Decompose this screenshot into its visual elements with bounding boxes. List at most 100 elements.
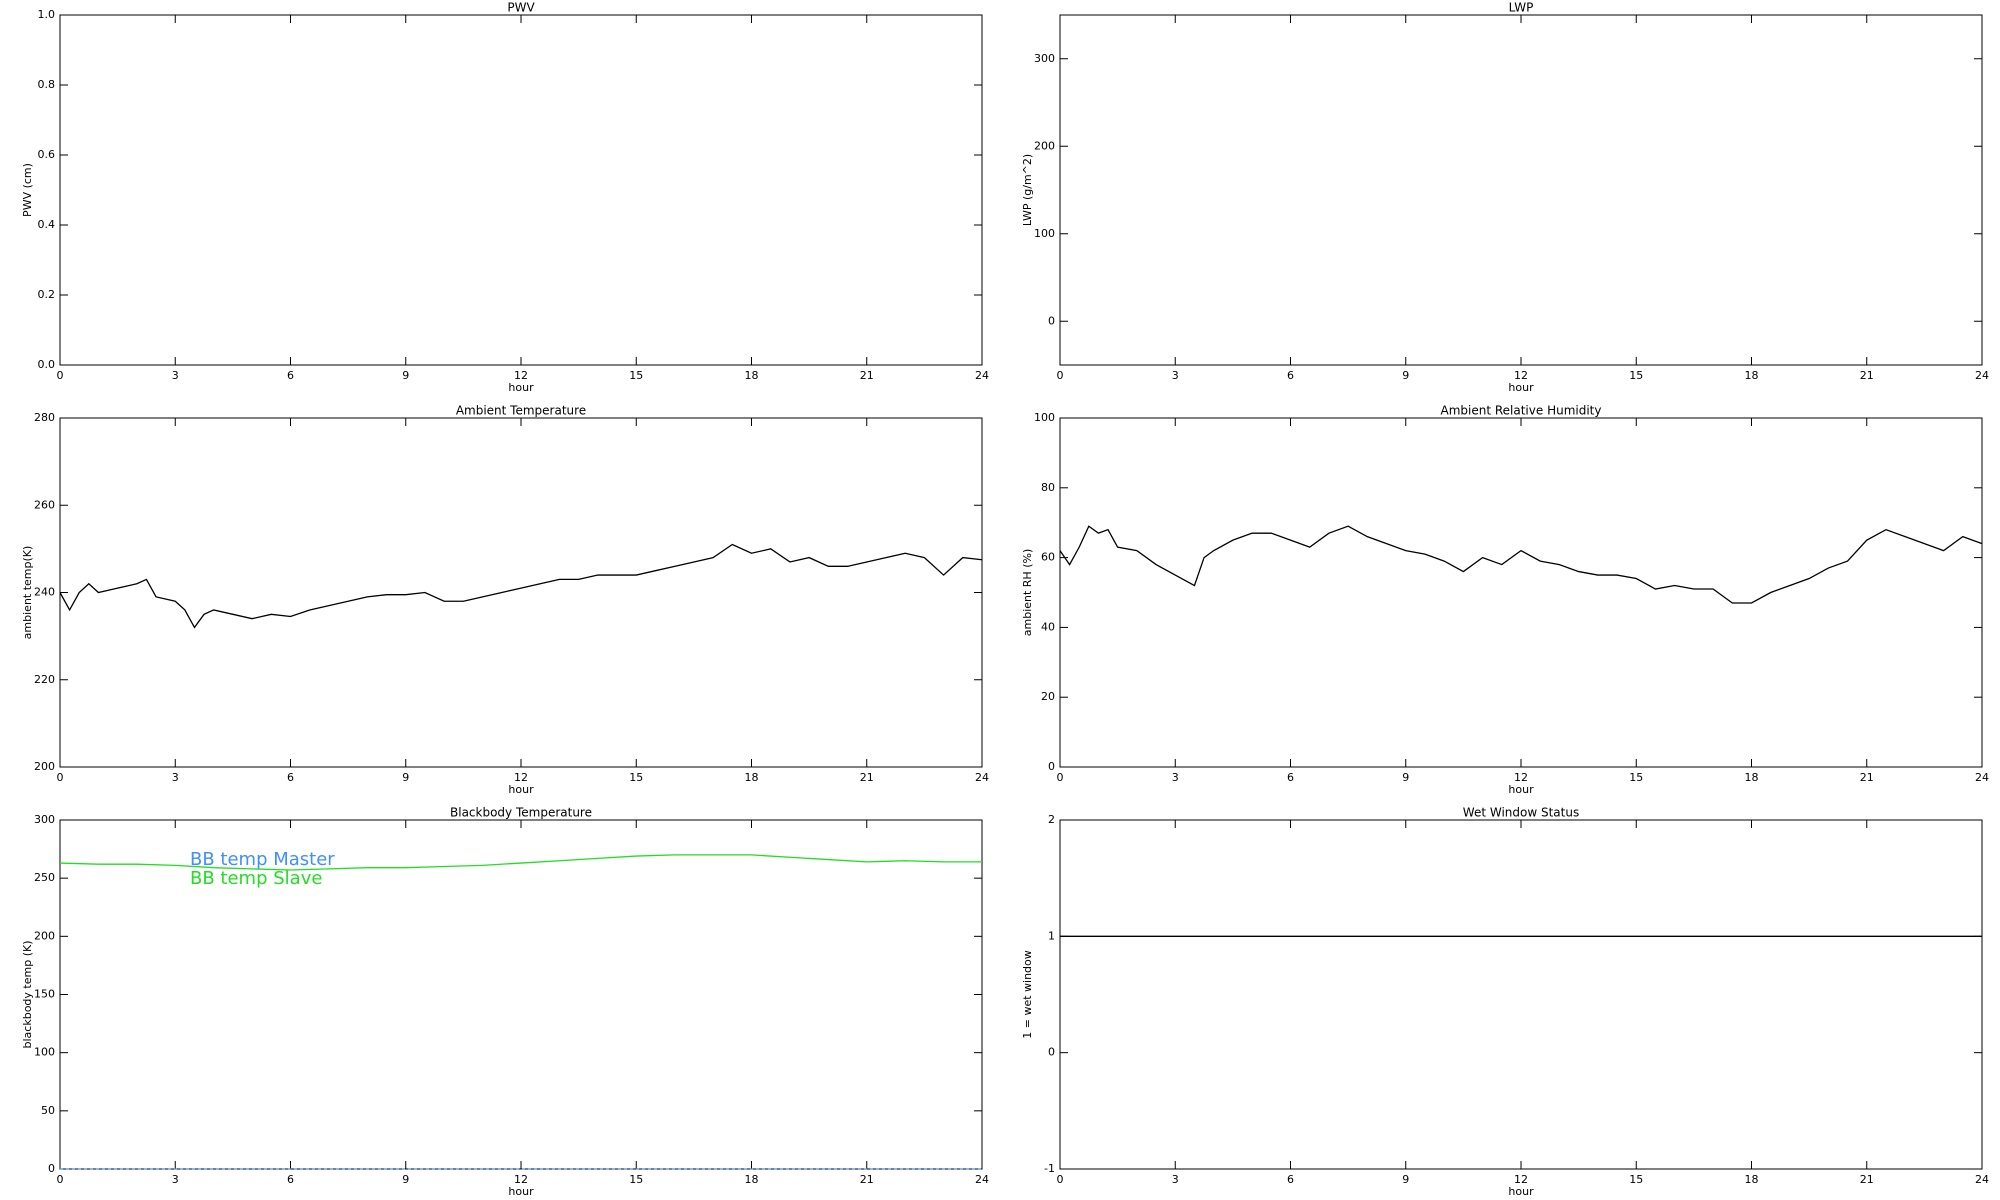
x-tick-label: 0 xyxy=(57,369,64,382)
x-tick-label: 15 xyxy=(629,1173,643,1186)
panel: Blackbody Temperature hour blackbody temp … xyxy=(21,806,989,1199)
y-tick-label: 1 xyxy=(1048,929,1055,942)
x-tick-label: 12 xyxy=(514,771,528,784)
x-tick-label: 9 xyxy=(402,369,409,382)
y-tick-label: 300 xyxy=(34,813,55,826)
x-tick-label: 12 xyxy=(514,1173,528,1186)
plot-frame xyxy=(59,14,983,366)
x-tick-label: 12 xyxy=(1514,1173,1528,1186)
x-tick-label: 21 xyxy=(860,369,874,382)
x-tick-label: 12 xyxy=(1514,771,1528,784)
y-tick-label: 40 xyxy=(1041,620,1055,633)
x-tick-label: 15 xyxy=(1629,1173,1643,1186)
y-tick-label: 0.2 xyxy=(38,288,56,301)
y-axis-label: 1 = wet window xyxy=(1021,950,1034,1039)
x-tick-label: 18 xyxy=(1745,1173,1759,1186)
x-tick-label: 3 xyxy=(172,1173,179,1186)
x-tick-label: 15 xyxy=(629,369,643,382)
x-tick-label: 9 xyxy=(1402,1173,1409,1186)
y-tick-label: 0 xyxy=(48,1162,55,1175)
x-tick-label: 24 xyxy=(975,1173,989,1186)
plot-frame xyxy=(1059,14,1983,366)
x-tick-label: 18 xyxy=(1745,771,1759,784)
y-tick-label: 200 xyxy=(34,929,55,942)
x-tick-label: 0 xyxy=(57,1173,64,1186)
y-tick-label: 0 xyxy=(1048,1046,1055,1059)
y-tick-label: 20 xyxy=(1041,690,1055,703)
data-line xyxy=(59,854,982,871)
x-tick-label: 6 xyxy=(1287,369,1294,382)
y-tick-label: 100 xyxy=(34,1046,55,1059)
x-axis-label: hour xyxy=(1508,783,1534,796)
x-tick-label: 3 xyxy=(172,771,179,784)
y-tick-label: 280 xyxy=(34,411,55,424)
x-axis-label: hour xyxy=(1508,1185,1534,1198)
x-tick-label: 15 xyxy=(629,771,643,784)
y-tick-label: 0.6 xyxy=(38,148,56,161)
chart-title: Wet Window Status xyxy=(1463,806,1579,820)
x-tick-label: 0 xyxy=(1057,369,1064,382)
y-tick-label: 0 xyxy=(1048,314,1055,327)
x-tick-label: 24 xyxy=(1975,369,1989,382)
x-tick-label: 0 xyxy=(57,771,64,784)
y-tick-label: 80 xyxy=(1041,481,1055,494)
y-axis-label: LWP (g/m^2) xyxy=(1021,154,1034,226)
x-tick-label: 6 xyxy=(1287,771,1294,784)
legend-entry: BB temp Slave xyxy=(190,868,322,889)
panel: LWP hour LWP (g/m^2) 0 3 6 9 12 15 18 21 24 0 100 200 3… xyxy=(1021,1,1989,395)
y-tick-label: 2 xyxy=(1048,813,1055,826)
x-axis-label: hour xyxy=(1508,381,1534,394)
x-tick-label: 6 xyxy=(287,1173,294,1186)
x-tick-label: 3 xyxy=(172,369,179,382)
chart-title: Ambient Relative Humidity xyxy=(1441,404,1602,418)
y-tick-label: 1.0 xyxy=(38,8,56,21)
x-tick-label: 9 xyxy=(1402,771,1409,784)
plot-frame xyxy=(1059,417,1983,768)
plot-frame xyxy=(59,417,983,768)
y-tick-label: 50 xyxy=(41,1104,55,1117)
y-tick-label: 300 xyxy=(1034,52,1055,65)
chart-title: PWV xyxy=(507,1,535,15)
x-tick-label: 6 xyxy=(287,771,294,784)
x-tick-label: 21 xyxy=(1860,1173,1874,1186)
x-axis-label: hour xyxy=(508,381,534,394)
y-tick-label: 0.0 xyxy=(38,358,56,371)
y-tick-label: 200 xyxy=(1034,139,1055,152)
x-tick-label: 15 xyxy=(1629,771,1643,784)
x-tick-label: 18 xyxy=(745,771,759,784)
y-axis-label: ambient temp(K) xyxy=(21,546,34,640)
y-tick-label: 100 xyxy=(1034,411,1055,424)
x-tick-label: 6 xyxy=(287,369,294,382)
x-tick-label: 3 xyxy=(1172,771,1179,784)
y-tick-label: 240 xyxy=(34,586,55,599)
y-axis-label: PWV (cm) xyxy=(21,163,34,217)
x-tick-label: 21 xyxy=(860,1173,874,1186)
x-tick-label: 3 xyxy=(1172,1173,1179,1186)
y-tick-label: 260 xyxy=(34,498,55,511)
x-tick-label: 12 xyxy=(1514,369,1528,382)
y-tick-label: 60 xyxy=(1041,551,1055,564)
data-line xyxy=(1059,525,1983,604)
y-tick-label: 100 xyxy=(1034,227,1055,240)
x-tick-label: 18 xyxy=(745,369,759,382)
y-tick-label: 250 xyxy=(34,871,55,884)
y-tick-label: -1 xyxy=(1044,1162,1055,1175)
x-tick-label: 9 xyxy=(1402,369,1409,382)
x-tick-label: 3 xyxy=(1172,369,1179,382)
chart-title: Ambient Temperature xyxy=(456,404,586,418)
x-tick-label: 6 xyxy=(1287,1173,1294,1186)
x-axis-label: hour xyxy=(508,783,534,796)
y-tick-label: 200 xyxy=(34,760,55,773)
x-tick-label: 9 xyxy=(402,1173,409,1186)
x-tick-label: 18 xyxy=(745,1173,759,1186)
plot-frame xyxy=(1059,819,1983,1170)
x-axis-label: hour xyxy=(508,1185,534,1198)
x-tick-label: 0 xyxy=(1057,1173,1064,1186)
panel: Ambient Temperature hour ambient temp(K) 0 3… xyxy=(21,404,989,797)
x-tick-label: 21 xyxy=(1860,369,1874,382)
y-tick-label: 150 xyxy=(34,988,55,1001)
x-tick-label: 15 xyxy=(1629,369,1643,382)
y-axis-label: ambient RH (%) xyxy=(1021,549,1034,637)
y-axis-label: blackbody temp (K) xyxy=(21,941,34,1049)
